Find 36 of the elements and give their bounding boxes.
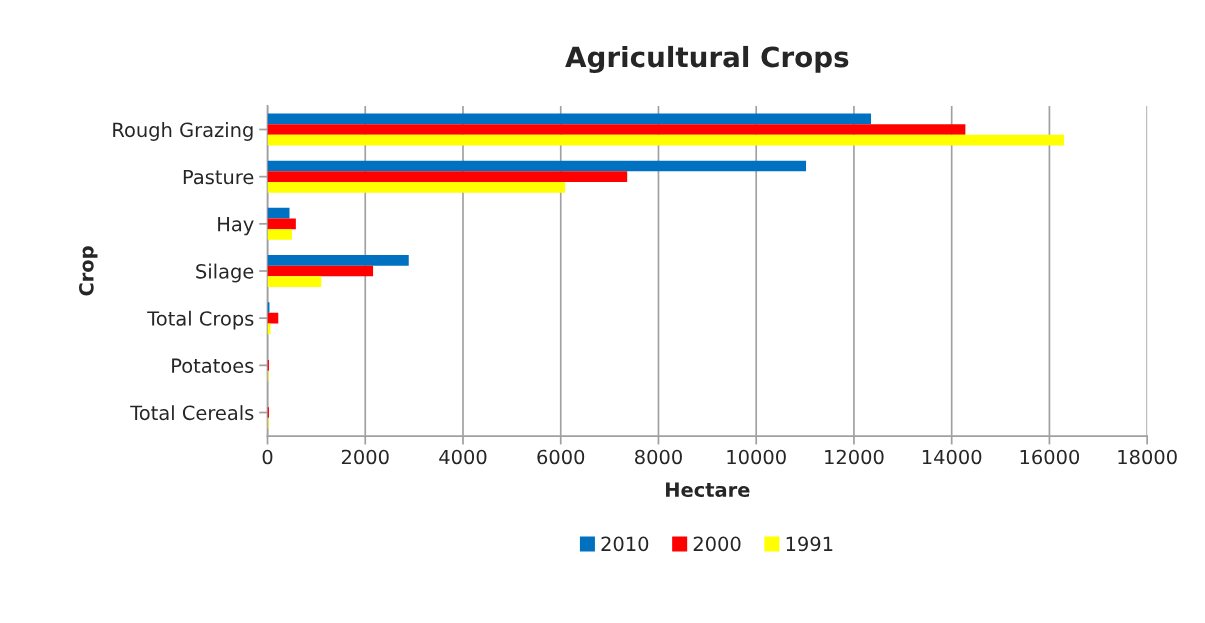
bar <box>267 254 409 266</box>
bar <box>267 160 807 172</box>
x-tick-label: 10000 <box>727 449 786 465</box>
y-tick-label: Total Crops <box>147 310 254 330</box>
bar <box>267 265 374 277</box>
bar <box>267 312 279 324</box>
y-tick-label: Silage <box>196 263 254 283</box>
y-tick-label: Total Cereals <box>130 405 254 421</box>
bar <box>267 229 292 240</box>
x-tick-label: 12000 <box>825 449 884 465</box>
legend-label: 1991 <box>786 536 833 552</box>
x-tick-label: 8000 <box>635 449 682 465</box>
y-tick-label: Pasture <box>183 169 254 185</box>
bar <box>267 182 566 193</box>
x-tick-label: 6000 <box>537 449 585 465</box>
legend-label: 2000 <box>693 536 741 552</box>
x-tick-label: 0 <box>262 449 273 465</box>
x-tick-label: 16000 <box>1020 449 1080 465</box>
bar <box>267 207 290 219</box>
bar <box>267 134 1065 146</box>
x-tick-label: 2000 <box>341 449 389 465</box>
bar <box>267 218 296 230</box>
x-tick-label: 18000 <box>1118 449 1177 465</box>
bar <box>267 276 322 288</box>
bar <box>267 124 966 135</box>
x-tick-label: 4000 <box>439 449 487 465</box>
x-tick-label: 14000 <box>922 449 982 465</box>
chart-title: Agricultural Crops <box>565 45 849 74</box>
y-tick-label: Hay <box>218 217 254 236</box>
bar <box>267 171 628 183</box>
x-axis-title: Hectare <box>666 482 750 498</box>
y-tick-label: Potatoes <box>172 358 254 374</box>
bar <box>267 113 872 125</box>
legend-label: 2010 <box>601 536 649 552</box>
y-axis-title: Crop <box>79 246 98 296</box>
y-tick-label: Rough Grazing <box>113 122 253 141</box>
